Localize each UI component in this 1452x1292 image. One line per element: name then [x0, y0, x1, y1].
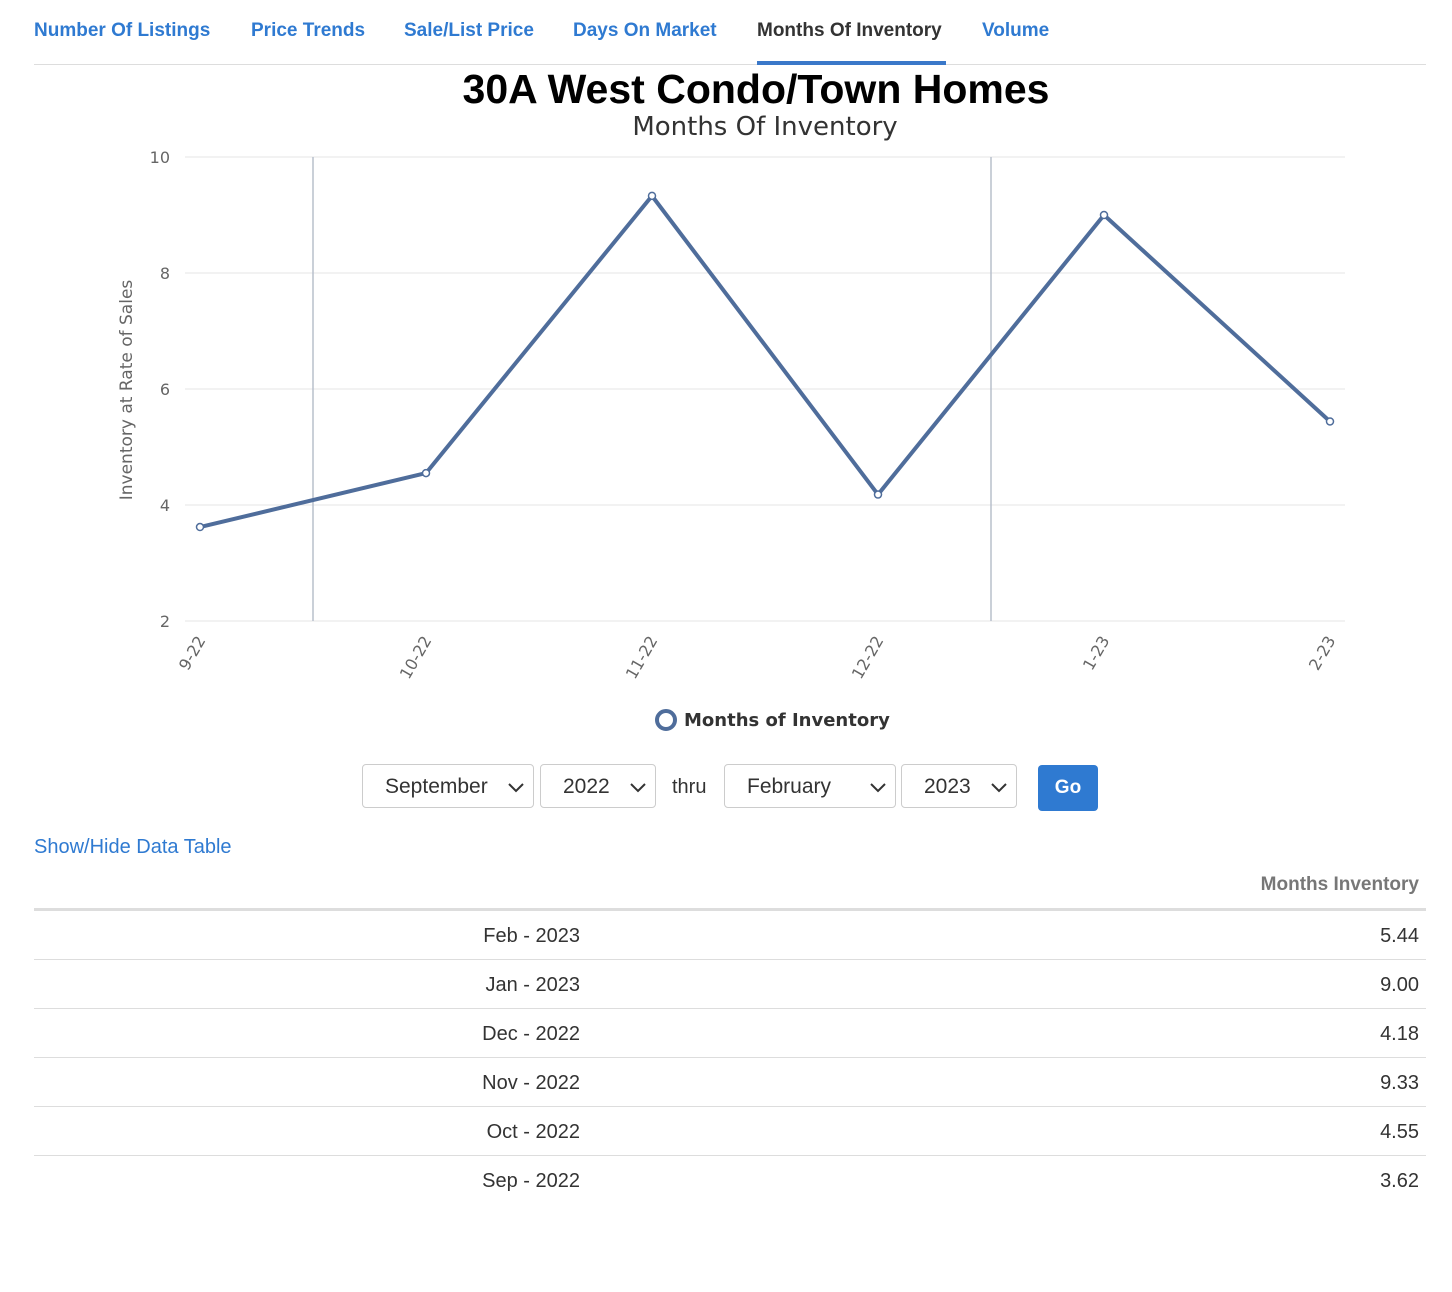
table-row: Sep - 2022 3.62 — [34, 1156, 1426, 1204]
x-tick-label: 11-22 — [622, 633, 662, 683]
date-range-controls: September 2022 thru February 2023 Go — [0, 764, 1452, 812]
tab-price-trends[interactable]: Price Trends — [251, 20, 366, 41]
y-tick-label: 2 — [160, 612, 170, 631]
tab-bar: Number Of Listings Price Trends Sale/Lis… — [34, 0, 1426, 65]
series-line — [199, 193, 1332, 529]
to-year-value: 2023 — [924, 775, 971, 798]
tab-number-of-listings[interactable]: Number Of Listings — [34, 20, 211, 41]
x-tick-label: 1-23 — [1079, 633, 1114, 674]
from-year-select[interactable]: 2022 — [540, 764, 656, 808]
to-month-select[interactable]: February — [724, 764, 896, 808]
row-value: 5.44 — [1380, 925, 1419, 947]
x-tick-label: 2-23 — [1305, 633, 1340, 674]
y-tick-label: 8 — [160, 264, 170, 283]
y-tick-label: 4 — [160, 496, 170, 515]
row-value: 9.33 — [1380, 1072, 1419, 1094]
row-month: Sep - 2022 — [482, 1170, 580, 1192]
row-month: Feb - 2023 — [483, 925, 580, 947]
data-table: Months Inventory Feb - 2023 5.44 Jan - 2… — [34, 868, 1426, 1204]
active-tab-indicator — [757, 61, 946, 65]
x-tick-label: 10-22 — [396, 633, 436, 683]
table-row: Oct - 2022 4.55 — [34, 1107, 1426, 1156]
row-month: Jan - 2023 — [485, 974, 580, 996]
row-month: Nov - 2022 — [482, 1072, 580, 1094]
tab-sale-list-price[interactable]: Sale/List Price — [404, 20, 534, 41]
data-point[interactable] — [421, 468, 431, 478]
legend-marker-icon — [655, 709, 677, 731]
from-month-value: September — [385, 775, 488, 798]
tab-days-on-market[interactable]: Days On Market — [573, 20, 717, 41]
table-row: Dec - 2022 4.18 — [34, 1009, 1426, 1058]
chart-title: Months Of Inventory — [632, 112, 897, 142]
row-value: 3.62 — [1380, 1170, 1419, 1192]
row-value: 4.18 — [1380, 1023, 1419, 1045]
chevron-down-icon — [870, 783, 886, 793]
y-axis-label: Inventory at Rate of Sales — [117, 280, 137, 501]
from-month-select[interactable]: September — [362, 764, 534, 808]
from-year-value: 2022 — [563, 775, 610, 798]
to-year-select[interactable]: 2023 — [901, 764, 1017, 808]
chart-grid — [185, 156, 1345, 622]
x-axis-ticks: 9-22 10-22 11-22 12-22 1-23 2-23 — [175, 633, 1340, 683]
data-point[interactable] — [873, 490, 883, 499]
row-month: Oct - 2022 — [486, 1121, 580, 1143]
data-point[interactable] — [1099, 210, 1109, 220]
show-hide-data-table-link[interactable]: Show/Hide Data Table — [34, 836, 232, 858]
table-header: Months Inventory — [34, 868, 1426, 911]
row-value: 4.55 — [1380, 1121, 1419, 1143]
row-month: Dec - 2022 — [482, 1023, 580, 1045]
months-of-inventory-chart: Months Of Inventory 2 4 6 8 10 Inventory at … — [117, 112, 1345, 731]
to-month-value: February — [747, 775, 832, 798]
table-row: Nov - 2022 9.33 — [34, 1058, 1426, 1107]
x-tick-label: 12-22 — [848, 633, 888, 683]
table-row: Feb - 2023 5.44 — [34, 911, 1426, 960]
x-tick-label: 9-22 — [175, 633, 210, 674]
series-line-group — [195, 191, 1335, 532]
thru-label: thru — [672, 776, 707, 798]
y-axis-ticks: 2 4 6 8 10 — [150, 148, 170, 631]
tab-months-of-inventory[interactable]: Months Of Inventory — [757, 20, 942, 41]
tab-volume[interactable]: Volume — [982, 20, 1050, 41]
page-title: 30A West Condo/Town Homes — [462, 66, 1050, 112]
chevron-down-icon — [991, 783, 1007, 793]
data-point[interactable] — [195, 522, 205, 532]
table-row: Jan - 2023 9.00 — [34, 960, 1426, 1009]
column-header-months-inventory[interactable]: Months Inventory — [1260, 874, 1419, 895]
data-point[interactable] — [647, 191, 657, 201]
row-value: 9.00 — [1380, 974, 1419, 996]
legend-label: Months of Inventory — [684, 710, 890, 731]
y-tick-label: 10 — [150, 148, 170, 167]
chevron-down-icon — [508, 783, 524, 793]
data-point[interactable] — [1325, 417, 1335, 426]
chevron-down-icon — [630, 783, 646, 793]
y-tick-label: 6 — [160, 380, 170, 399]
chart-legend[interactable]: Months of Inventory — [655, 709, 890, 731]
go-button[interactable]: Go — [1038, 765, 1098, 811]
